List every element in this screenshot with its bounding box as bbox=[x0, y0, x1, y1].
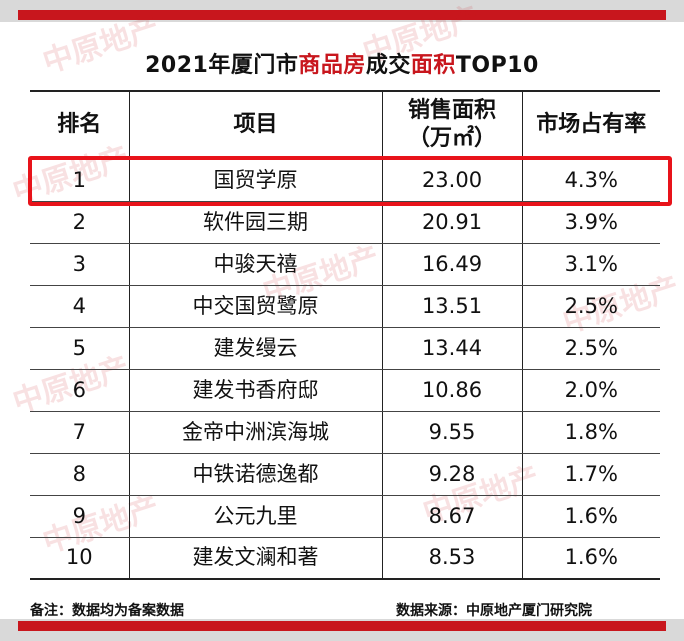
header-sales-area: 销售面积 （万㎡） bbox=[381, 90, 523, 160]
cell-area: 8.67 bbox=[381, 495, 523, 538]
title-highlight-housing: 商品房 bbox=[298, 53, 366, 78]
cell-share: 4.3% bbox=[521, 159, 660, 202]
cell-share: 2.5% bbox=[521, 285, 660, 328]
table-row: 1 国贸学原 23.00 4.3% bbox=[30, 159, 660, 202]
table-row: 4 中交国贸鹭原 13.51 2.5% bbox=[30, 285, 660, 328]
footer-note: 备注：数据均为备案数据 bbox=[30, 603, 184, 619]
bottom-band bbox=[0, 619, 684, 641]
cell-share: 1.7% bbox=[521, 453, 660, 496]
title-year-city: 2021年厦门市 bbox=[145, 53, 299, 78]
header-area-label: 销售面积 bbox=[407, 98, 496, 123]
title-highlight-area: 面积 bbox=[410, 53, 456, 78]
cell-share: 3.9% bbox=[521, 201, 660, 244]
cell-rank: 5 bbox=[30, 327, 130, 370]
cell-rank: 4 bbox=[30, 285, 130, 328]
cell-project: 建发书香府邸 bbox=[128, 369, 383, 412]
top-red-stripe bbox=[18, 10, 666, 20]
table-row: 6 建发书香府邸 10.86 2.0% bbox=[30, 369, 660, 412]
cell-project: 公元九里 bbox=[128, 495, 383, 538]
cell-rank: 8 bbox=[30, 453, 130, 496]
header-area-unit: （万㎡） bbox=[407, 126, 496, 151]
cell-area: 9.28 bbox=[381, 453, 523, 496]
table-row: 9 公元九里 8.67 1.6% bbox=[30, 495, 660, 538]
table-row: 10 建发文澜和著 8.53 1.6% bbox=[30, 537, 660, 580]
cell-project: 中骏天禧 bbox=[128, 243, 383, 286]
table-row: 7 金帝中洲滨海城 9.55 1.8% bbox=[30, 411, 660, 454]
table-row: 5 建发缦云 13.44 2.5% bbox=[30, 327, 660, 370]
cell-share: 1.8% bbox=[521, 411, 660, 454]
cell-project: 国贸学原 bbox=[128, 159, 383, 202]
cell-rank: 7 bbox=[30, 411, 130, 454]
cell-rank: 10 bbox=[30, 537, 130, 580]
cell-area: 16.49 bbox=[381, 243, 523, 286]
table-row: 3 中骏天禧 16.49 3.1% bbox=[30, 243, 660, 286]
table-row: 2 软件园三期 20.91 3.9% bbox=[30, 201, 660, 244]
header-market-share: 市场占有率 bbox=[521, 90, 660, 160]
cell-rank: 1 bbox=[30, 159, 130, 202]
cell-project: 中铁诺德逸都 bbox=[128, 453, 383, 496]
cell-area: 10.86 bbox=[381, 369, 523, 412]
top-row-highlight-box bbox=[28, 156, 672, 206]
cell-project: 中交国贸鹭原 bbox=[128, 285, 383, 328]
cell-project: 建发文澜和著 bbox=[128, 537, 383, 580]
footer: 备注：数据均为备案数据 数据来源：中原地产厦门研究院 bbox=[0, 592, 684, 622]
cell-rank: 2 bbox=[30, 201, 130, 244]
bottom-red-stripe bbox=[18, 621, 666, 631]
page-title: 2021年厦门市商品房成交面积TOP10 bbox=[0, 48, 684, 84]
cell-share: 1.6% bbox=[521, 537, 660, 580]
header-rank: 排名 bbox=[30, 90, 130, 160]
header-project: 项目 bbox=[128, 90, 383, 160]
title-top10: TOP10 bbox=[455, 53, 539, 78]
cell-share: 1.6% bbox=[521, 495, 660, 538]
cell-share: 3.1% bbox=[521, 243, 660, 286]
top-band bbox=[0, 0, 684, 22]
footer-source: 数据来源：中原地产厦门研究院 bbox=[396, 603, 592, 619]
cell-share: 2.5% bbox=[521, 327, 660, 370]
cell-project: 软件园三期 bbox=[128, 201, 383, 244]
cell-rank: 3 bbox=[30, 243, 130, 286]
cell-rank: 6 bbox=[30, 369, 130, 412]
cell-area: 8.53 bbox=[381, 537, 523, 580]
cell-rank: 9 bbox=[30, 495, 130, 538]
cell-share: 2.0% bbox=[521, 369, 660, 412]
title-deal: 成交 bbox=[365, 53, 411, 78]
cell-project: 金帝中洲滨海城 bbox=[128, 411, 383, 454]
cell-area: 13.44 bbox=[381, 327, 523, 370]
cell-area: 13.51 bbox=[381, 285, 523, 328]
cell-area: 9.55 bbox=[381, 411, 523, 454]
cell-project: 建发缦云 bbox=[128, 327, 383, 370]
table-row: 8 中铁诺德逸都 9.28 1.7% bbox=[30, 453, 660, 496]
cell-area: 20.91 bbox=[381, 201, 523, 244]
table-header-row: 排名 项目 销售面积 （万㎡） 市场占有率 bbox=[30, 90, 660, 160]
